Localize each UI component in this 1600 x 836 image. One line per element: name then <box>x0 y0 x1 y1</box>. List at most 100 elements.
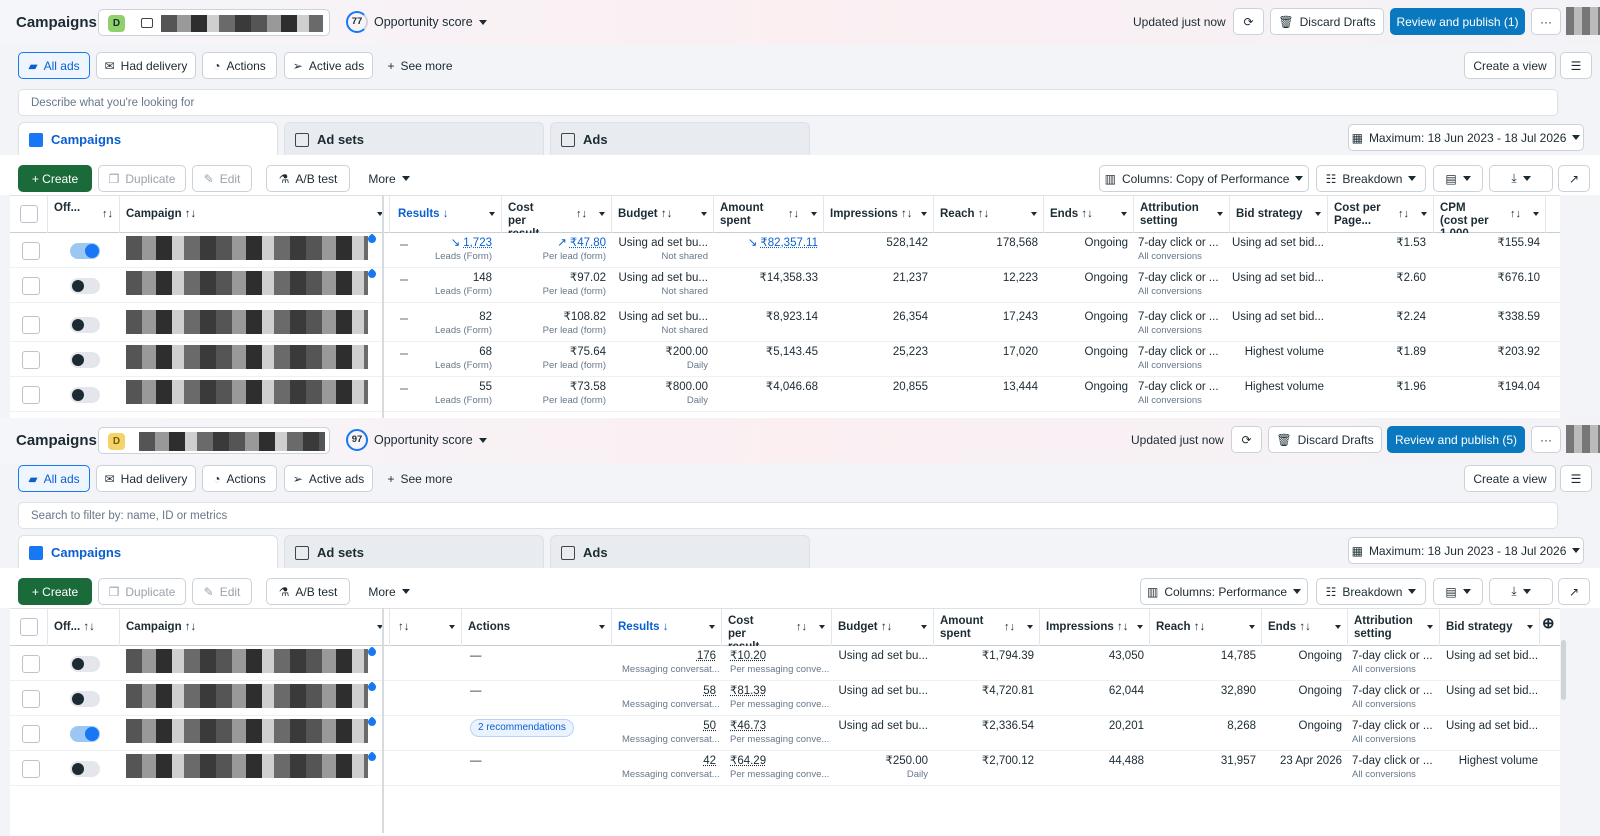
pin-icon[interactable] <box>366 646 377 657</box>
discard-drafts-button[interactable]: 🗑 Discard Drafts <box>1270 8 1384 35</box>
more-options-button[interactable]: ··· <box>1531 8 1561 35</box>
col-impressions[interactable]: Impressions ↑↓ <box>824 196 934 234</box>
columns-button[interactable]: ▥ Columns: Copy of Performance <box>1099 165 1309 192</box>
export-button[interactable]: ⤓ <box>1489 578 1553 605</box>
select-all-checkbox[interactable] <box>20 205 38 223</box>
charts-button[interactable]: ↗ <box>1558 165 1590 192</box>
row-checkbox[interactable] <box>22 690 40 708</box>
col-results[interactable]: Results ↓ <box>612 609 722 647</box>
table-row[interactable]: 68 Leads (Form) ₹75.64 Per lead (form) ₹200.… <box>10 342 1560 377</box>
filter-active-ads[interactable]: ➢ Active ads <box>284 465 373 492</box>
more-options-button[interactable]: ··· <box>1531 426 1561 453</box>
pin-icon[interactable] <box>366 268 377 279</box>
table-row[interactable]: 55 Leads (Form) ₹73.58 Per lead (form) ₹800.… <box>10 377 1560 412</box>
redacted-campaign-name[interactable] <box>126 236 368 260</box>
col-off[interactable]: Off... ↑↓ <box>48 609 120 647</box>
campaign-toggle[interactable] <box>70 656 100 672</box>
add-column-button[interactable]: ⊕ <box>1540 609 1560 647</box>
create-view-button[interactable]: Create a view <box>1464 52 1556 79</box>
row-checkbox[interactable] <box>22 760 40 778</box>
col-amount-spent[interactable]: Amount spent ↑↓ <box>714 196 824 234</box>
campaign-toggle[interactable] <box>70 387 100 403</box>
row-checkbox[interactable] <box>22 242 40 260</box>
account-selector[interactable]: D <box>98 427 330 454</box>
edit-button[interactable]: ✎ Edit <box>192 165 252 192</box>
row-checkbox[interactable] <box>22 655 40 673</box>
export-button[interactable]: ⤓ <box>1489 165 1553 192</box>
search-input[interactable]: Search to filter by: name, ID or metrics <box>18 502 1558 529</box>
col-reach[interactable]: Reach ↑↓ <box>1150 609 1262 647</box>
row-checkbox[interactable] <box>22 725 40 743</box>
filter-actions[interactable]: ◔ Actions <box>202 52 277 79</box>
avatar[interactable] <box>1566 425 1600 453</box>
col-cost-per-result[interactable]: Cost per result↑↓ <box>722 609 832 647</box>
more-button[interactable]: More <box>358 578 420 605</box>
col-results[interactable]: Results ↓ <box>392 196 502 234</box>
table-row[interactable]: ↘ 1,723 Leads (Form) ↗ ₹47.80 Per lead (form)… <box>10 233 1560 268</box>
opportunity-score[interactable]: 77 Opportunity score <box>346 11 487 33</box>
col-bid-strategy[interactable]: Bid strategy <box>1440 609 1540 647</box>
avatar[interactable] <box>1566 7 1600 35</box>
col-campaign[interactable]: Campaign ↑↓ <box>120 609 390 647</box>
col-bid-strategy[interactable]: Bid strategy <box>1230 196 1328 234</box>
redacted-campaign-name[interactable] <box>126 649 368 673</box>
create-button[interactable]: + Create <box>18 165 92 192</box>
ab-test-button[interactable]: ⚗ A/B test <box>266 165 350 192</box>
table-scrollbar[interactable] <box>1561 640 1566 700</box>
col-amount-spent[interactable]: Amount spent ↑↓ <box>934 609 1040 647</box>
duplicate-button[interactable]: ❐ Duplicate <box>98 578 186 605</box>
campaign-toggle[interactable] <box>70 761 100 777</box>
filter-had-delivery[interactable]: ✉ Had delivery <box>96 465 196 492</box>
redacted-campaign-name[interactable] <box>126 380 368 404</box>
col-campaign[interactable]: Campaign ↑↓ <box>120 196 390 234</box>
filter-actions[interactable]: ◔ Actions <box>202 465 277 492</box>
reports-button[interactable]: ▤ <box>1433 578 1483 605</box>
ab-test-button[interactable]: ⚗ A/B test <box>266 578 350 605</box>
redacted-campaign-name[interactable] <box>126 271 368 295</box>
create-button[interactable]: + Create <box>18 578 92 605</box>
see-more-button[interactable]: + See more <box>380 465 460 492</box>
table-row[interactable]: 2 recommendations 50 Messaging conversat..… <box>10 716 1560 751</box>
tab-ads[interactable]: Ads <box>550 535 810 569</box>
duplicate-button[interactable]: ❐ Duplicate <box>98 165 186 192</box>
refresh-button[interactable]: ⟳ <box>1231 426 1262 453</box>
pin-icon[interactable] <box>366 233 377 244</box>
row-checkbox[interactable] <box>22 351 40 369</box>
filter-all-ads[interactable]: ▰ All ads <box>18 465 90 492</box>
table-row[interactable]: — 58 Messaging conversat... ₹81.39 Per messa… <box>10 681 1560 716</box>
select-all-checkbox[interactable] <box>20 618 38 636</box>
col-actions[interactable]: Actions <box>462 609 612 647</box>
create-view-button[interactable]: Create a view <box>1464 465 1556 492</box>
redacted-campaign-name[interactable] <box>126 310 368 334</box>
table-row[interactable]: 148 Leads (Form) ₹97.02 Per lead (form) Usin… <box>10 268 1560 303</box>
tab-campaigns[interactable]: Campaigns <box>18 535 278 569</box>
row-checkbox[interactable] <box>22 316 40 334</box>
filter-had-delivery[interactable]: ✉ Had delivery <box>96 52 196 79</box>
redacted-campaign-name[interactable] <box>126 754 368 778</box>
view-settings-button[interactable]: ☰ <box>1560 52 1592 79</box>
date-range-picker[interactable]: ▦ Maximum: 18 Jun 2023 - 18 Jul 2026 <box>1348 124 1584 151</box>
campaign-toggle[interactable] <box>70 691 100 707</box>
table-row[interactable]: — 42 Messaging conversat... ₹64.29 Per messa… <box>10 751 1560 786</box>
redacted-campaign-name[interactable] <box>126 719 368 743</box>
columns-button[interactable]: ▥ Columns: Performance <box>1140 578 1308 605</box>
col-ends[interactable]: Ends ↑↓ <box>1044 196 1134 234</box>
campaign-toggle[interactable] <box>70 243 100 259</box>
more-button[interactable]: More <box>358 165 420 192</box>
row-checkbox[interactable] <box>22 277 40 295</box>
review-publish-button[interactable]: Review and publish (5) <box>1387 426 1525 453</box>
search-input[interactable]: Describe what you're looking for <box>18 89 1558 116</box>
col-attribution[interactable]: Attribution setting <box>1348 609 1440 647</box>
discard-drafts-button[interactable]: 🗑 Discard Drafts <box>1268 426 1382 453</box>
campaign-toggle[interactable] <box>70 352 100 368</box>
campaign-toggle[interactable] <box>70 317 100 333</box>
see-more-button[interactable]: + See more <box>380 52 460 79</box>
filter-all-ads[interactable]: ▰ All ads <box>18 52 90 79</box>
tab-ad-sets[interactable]: Ad sets <box>284 535 544 569</box>
redacted-campaign-name[interactable] <box>126 684 368 708</box>
pin-icon[interactable] <box>366 716 377 727</box>
charts-button[interactable]: ↗ <box>1558 578 1590 605</box>
col-off[interactable]: Off... ↑↓ <box>48 196 120 234</box>
tab-ad-sets[interactable]: Ad sets <box>284 122 544 156</box>
filter-active-ads[interactable]: ➢ Active ads <box>284 52 373 79</box>
